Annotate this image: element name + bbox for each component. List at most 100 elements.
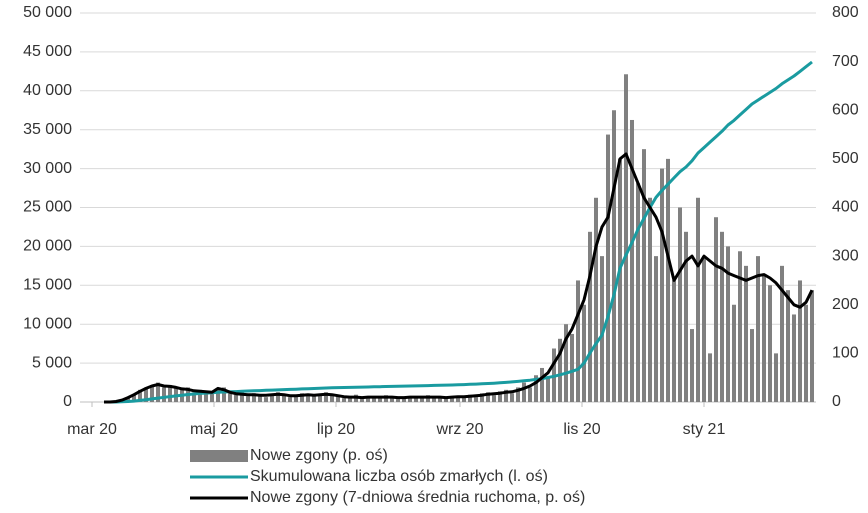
bar: [714, 217, 718, 402]
bar: [600, 256, 604, 402]
bar: [138, 389, 142, 402]
line: [104, 152, 814, 404]
bar: [636, 183, 640, 402]
x-tick-label: sty 21: [683, 421, 726, 438]
bar: [480, 393, 484, 402]
bar: [300, 393, 304, 402]
bar: [720, 231, 724, 402]
bar: [276, 392, 280, 402]
bar: [414, 398, 418, 402]
bar: [516, 387, 520, 402]
bar: [444, 398, 448, 402]
bar: [570, 333, 574, 402]
bar: [756, 256, 760, 402]
bar: [486, 392, 490, 402]
bar: [210, 392, 214, 402]
bar: [498, 391, 502, 402]
bar: [786, 290, 790, 402]
bar: [252, 393, 256, 402]
y2-tick-label: 800: [832, 4, 859, 21]
bar: [306, 394, 310, 402]
bar: [642, 149, 646, 402]
bar: [546, 377, 550, 402]
y2-tick-label: 500: [832, 150, 859, 167]
y2-tick-label: 0: [832, 393, 841, 410]
y-tick-label: 15 000: [23, 277, 72, 294]
bar: [696, 197, 700, 402]
bar: [678, 207, 682, 402]
bar: [576, 280, 580, 402]
bar: [618, 158, 622, 402]
bar: [348, 397, 352, 402]
bar: [564, 324, 568, 402]
bar: [474, 397, 478, 402]
bar: [774, 353, 778, 402]
bar: [492, 395, 496, 402]
bar: [792, 314, 796, 402]
bar: [450, 397, 454, 402]
bar: [708, 353, 712, 402]
bar: [702, 256, 706, 402]
bar: [288, 397, 292, 402]
x-tick-label: lip 20: [317, 421, 355, 438]
y-tick-label: 0: [63, 393, 72, 410]
x-tick-label: maj 20: [190, 421, 238, 438]
bar: [390, 397, 394, 402]
bar: [780, 265, 784, 402]
bar: [624, 74, 628, 402]
bar: [732, 304, 736, 402]
bar: [654, 256, 658, 402]
y-tick-label: 25 000: [23, 199, 72, 216]
bar: [156, 382, 160, 402]
bar: [126, 397, 130, 402]
bar: [132, 394, 136, 402]
bar: [510, 393, 514, 402]
bar: [342, 398, 346, 402]
bar: [246, 396, 250, 402]
bar: [264, 397, 268, 402]
bar: [372, 396, 376, 402]
bar: [336, 396, 340, 402]
bar: [318, 394, 322, 402]
bar: [150, 384, 154, 402]
bar: [666, 158, 670, 402]
bar: [738, 251, 742, 402]
bar: [612, 110, 616, 402]
x-tick-label: mar 20: [67, 421, 117, 438]
x-tick-label: wrz 20: [435, 421, 483, 438]
y-tick-label: 45 000: [23, 43, 72, 60]
bar: [660, 168, 664, 402]
legend-swatch: [190, 450, 248, 462]
bar: [378, 398, 382, 402]
y2-tick-label: 400: [832, 199, 859, 216]
bar: [396, 399, 400, 402]
y2-tick-label: 700: [832, 53, 859, 70]
bar: [234, 394, 238, 402]
bar: [744, 265, 748, 402]
bar: [420, 397, 424, 402]
bar: [594, 197, 598, 402]
bar: [540, 367, 544, 402]
bar: [456, 396, 460, 402]
bar: [438, 396, 442, 402]
y2-tick-label: 600: [832, 101, 859, 118]
legend-label: Skumulowana liczba osób zmarłych (l. oś): [250, 468, 548, 485]
bar: [330, 395, 334, 402]
y-tick-label: 50 000: [23, 4, 72, 21]
bar: [198, 389, 202, 402]
bar: [144, 387, 148, 402]
bar: [162, 387, 166, 402]
bar: [630, 119, 634, 402]
y2-tick-label: 100: [832, 345, 859, 362]
bar: [408, 396, 412, 402]
bar: [588, 231, 592, 402]
bar: [240, 392, 244, 402]
legend-label: Nowe zgony (p. oś): [250, 447, 388, 464]
bar: [282, 395, 286, 402]
bar: [534, 375, 538, 402]
y-tick-label: 40 000: [23, 82, 72, 99]
bar: [684, 231, 688, 402]
bar: [192, 392, 196, 402]
bar: [648, 197, 652, 402]
